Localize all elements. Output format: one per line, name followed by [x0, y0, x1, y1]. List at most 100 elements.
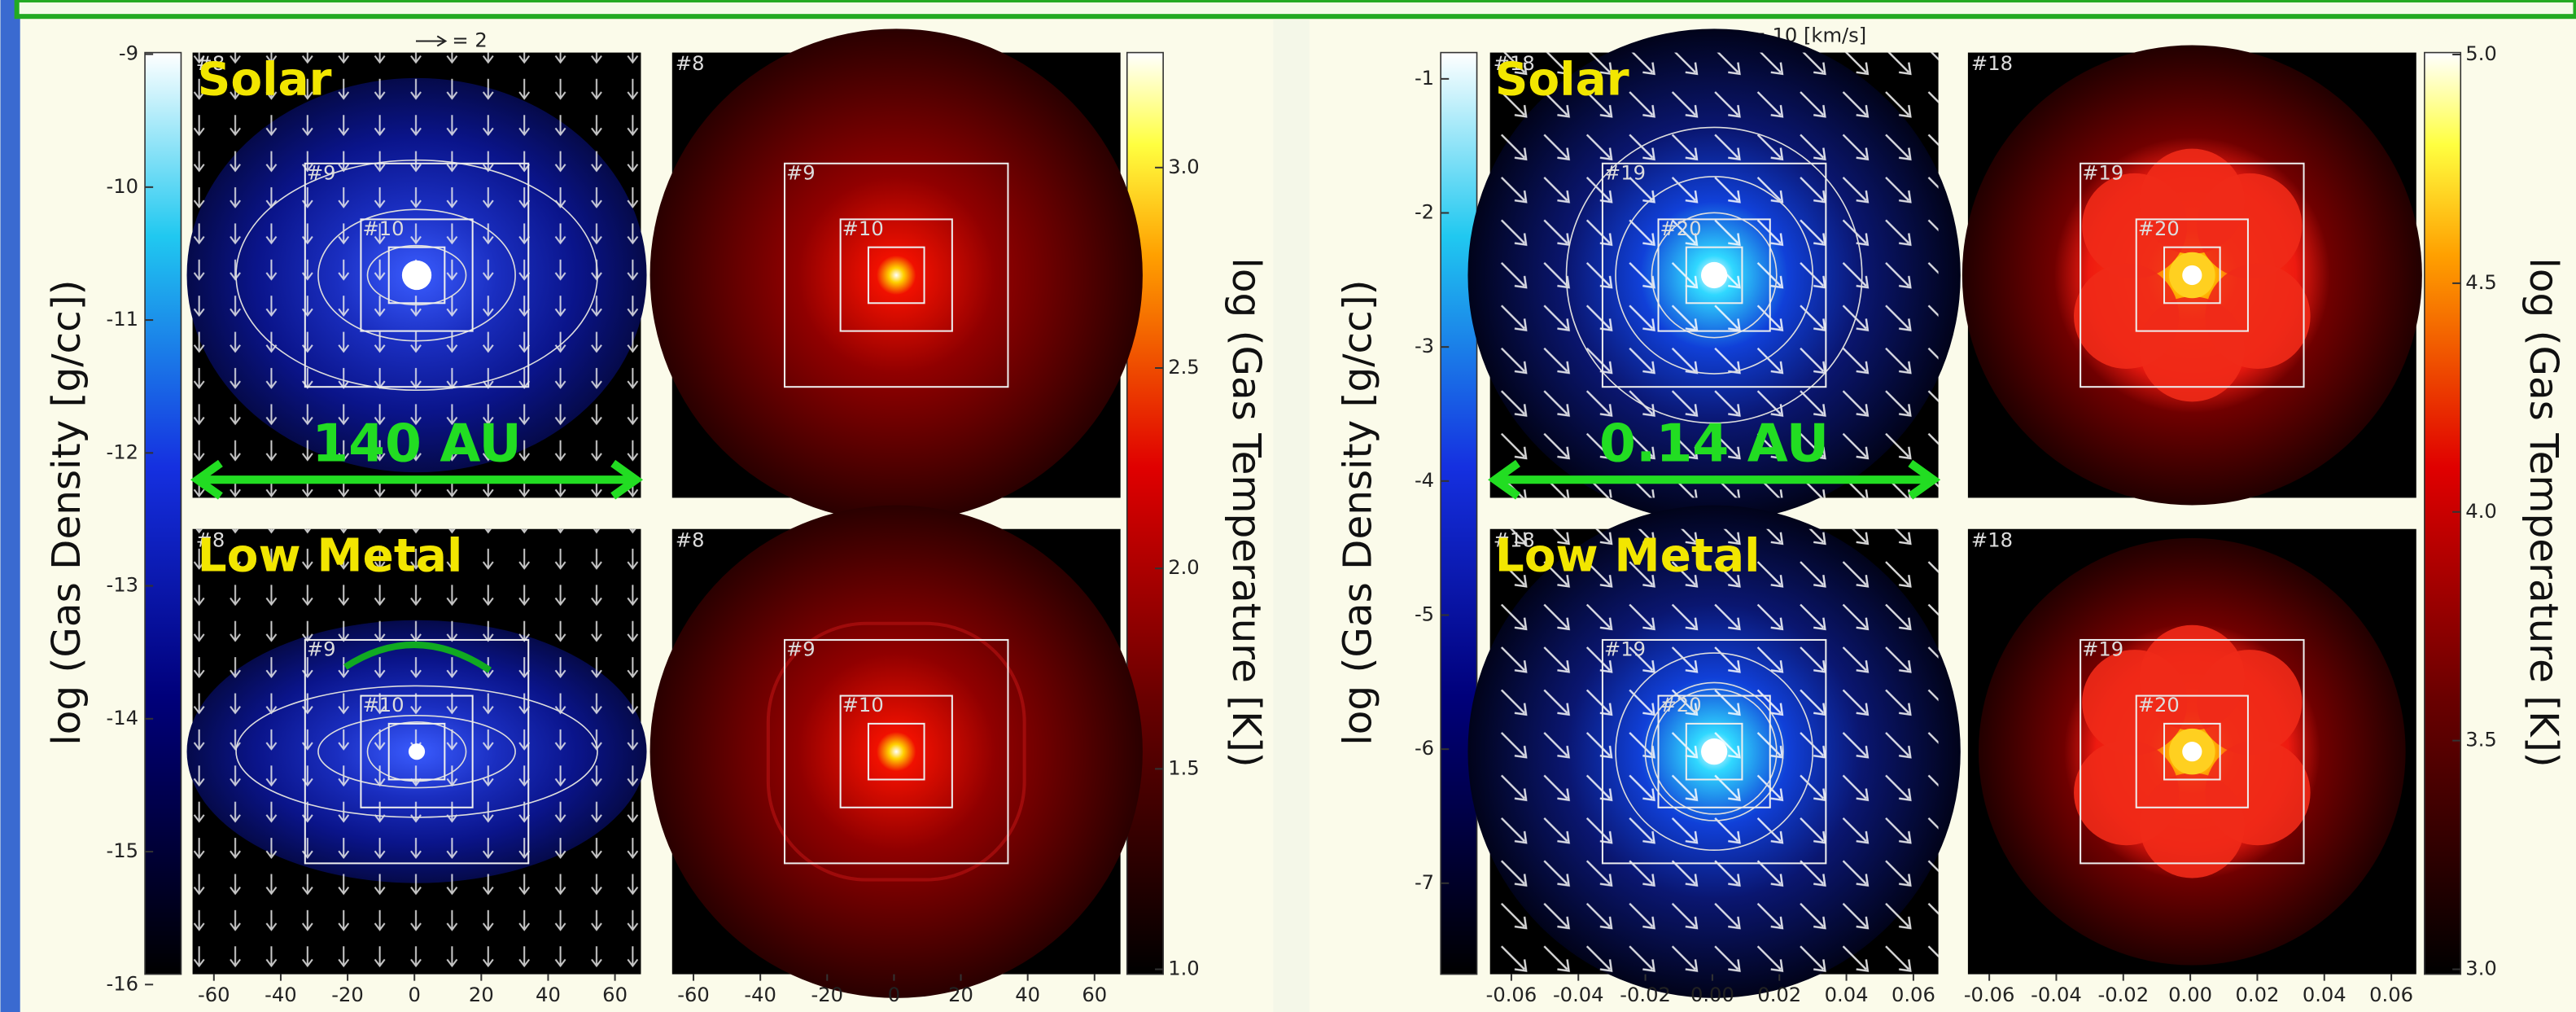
core: [402, 261, 431, 290]
level-label: #10: [362, 694, 404, 716]
density-tick-label: -13: [106, 574, 138, 597]
density-tick-label: -5: [1415, 602, 1434, 625]
hot-gas: [2140, 296, 2245, 401]
x-tick-label: -60: [198, 984, 230, 1006]
level-label: #19: [2082, 638, 2123, 661]
figure: -9-10-11-12-13-14-15-161.01.52.02.53.0lo…: [0, 0, 2576, 1012]
x-tick-label: -0.04: [1553, 984, 1604, 1006]
core: [1701, 738, 1727, 764]
x-tick-label: 0.04: [2303, 984, 2346, 1006]
level-label: #9: [307, 638, 336, 661]
temperature-tick-label: 5.0: [2465, 42, 2497, 65]
density-tick-label: -7: [1415, 871, 1434, 894]
x-tick-label: 0.04: [1825, 984, 1869, 1006]
level-label: #9: [786, 638, 816, 661]
level-label: #18: [1971, 528, 2013, 551]
level-label: #18: [1971, 52, 2013, 75]
x-tick-label: 40: [1015, 984, 1040, 1006]
row-label: Solar: [198, 54, 332, 107]
x-tick-label: 40: [536, 984, 561, 1006]
x-tick-label: -0.02: [2097, 984, 2149, 1006]
scale-label: 0.14 AU: [1599, 413, 1829, 474]
x-tick-label: 0.00: [2168, 984, 2212, 1006]
x-tick-label: 20: [469, 984, 494, 1006]
hot-core: [2182, 265, 2202, 285]
density-tick-label: -6: [1415, 737, 1434, 760]
density-tick-label: -4: [1415, 469, 1434, 492]
hot-gas: [2140, 773, 2245, 878]
temperature-field: [650, 28, 1143, 521]
density-tick-label: -1: [1415, 67, 1434, 90]
divider: [1273, 20, 1309, 1012]
hot-core: [2182, 742, 2202, 761]
x-tick-label: -0.06: [1964, 984, 2015, 1006]
x-tick-label: -0.02: [1620, 984, 1671, 1006]
temperature-tick-label: 4.0: [2465, 500, 2497, 523]
level-label: #20: [2138, 694, 2180, 716]
x-tick-label: 60: [1082, 984, 1107, 1006]
temperature-field: [650, 505, 1143, 997]
density-axis-label: log (Gas Density [g/cc]): [1335, 279, 1380, 745]
level-label: #9: [307, 161, 336, 184]
x-tick-label: 20: [948, 984, 973, 1006]
level-label: #19: [1604, 638, 1646, 661]
x-tick-label: 0.06: [2369, 984, 2413, 1006]
x-tick-label: 0.06: [1892, 984, 1935, 1006]
density-tick-label: -3: [1415, 335, 1434, 357]
temperature-tick-label: 4.5: [2465, 271, 2497, 294]
row-label: Low Metal: [1495, 530, 1760, 583]
x-tick-label: -40: [265, 984, 297, 1006]
x-tick-label: 0: [408, 984, 420, 1006]
x-tick-label: -0.04: [2031, 984, 2082, 1006]
x-tick-label: 60: [602, 984, 628, 1006]
core: [409, 743, 425, 760]
level-label: #20: [1660, 694, 1702, 716]
temperature-axis-label: log (Gas Temperature [K]): [2521, 257, 2566, 767]
temperature-colorbar: [1127, 53, 1163, 975]
level-label: #19: [2082, 161, 2123, 184]
level-label: #8: [676, 528, 705, 551]
temperature-tick-label: 3.5: [2465, 729, 2497, 751]
level-label: #9: [786, 161, 816, 184]
x-tick-label: 0.02: [2235, 984, 2279, 1006]
x-tick-label: 0.02: [1757, 984, 1801, 1006]
x-tick-label: -0.06: [1486, 984, 1537, 1006]
side-border: [1, 0, 20, 1012]
density-tick-label: -12: [106, 440, 138, 463]
top-banner: [17, 0, 2576, 16]
temperature-tick-label: 2.0: [1168, 556, 1200, 579]
density-tick-label: -11: [106, 308, 138, 331]
level-label: #20: [2138, 217, 2180, 240]
level-label: #19: [1604, 161, 1646, 184]
x-tick-label: -20: [331, 984, 364, 1006]
density-tick-label: -16: [106, 972, 138, 995]
level-label: #10: [362, 217, 404, 240]
density-tick-label: -9: [119, 42, 138, 65]
level-label: #10: [842, 217, 884, 240]
density-tick-label: -2: [1415, 201, 1434, 224]
core: [1701, 262, 1727, 288]
density-colorbar: [145, 53, 181, 975]
x-tick-label: 0.00: [1690, 984, 1734, 1006]
velocity-key-label: = 2: [452, 28, 487, 51]
row-label: Low Metal: [198, 530, 463, 583]
temperature-tick-label: 3.0: [2465, 957, 2497, 980]
temperature-tick-label: 1.5: [1168, 756, 1200, 779]
level-label: #20: [1660, 217, 1702, 240]
temperature-tick-label: 1.0: [1168, 957, 1200, 980]
temperature-tick-label: 3.0: [1168, 156, 1200, 178]
row-label: Solar: [1495, 54, 1629, 107]
density-tick-label: -14: [106, 707, 138, 729]
x-tick-label: -40: [744, 984, 776, 1006]
x-tick-label: -20: [811, 984, 844, 1006]
density-axis-label: log (Gas Density [g/cc]): [44, 279, 90, 745]
x-tick-label: -60: [677, 984, 710, 1006]
temperature-colorbar: [2425, 53, 2460, 975]
temperature-tick-label: 2.5: [1168, 356, 1200, 379]
x-tick-label: 0: [888, 984, 900, 1006]
scale-label: 140 AU: [312, 413, 522, 474]
level-label: #10: [842, 694, 884, 716]
density-tick-label: -10: [106, 175, 138, 198]
page: {"panels":[ {"velocity_key":"= 2","densi…: [0, 0, 2576, 1012]
temperature-axis-label: log (Gas Temperature [K]): [1223, 257, 1269, 767]
